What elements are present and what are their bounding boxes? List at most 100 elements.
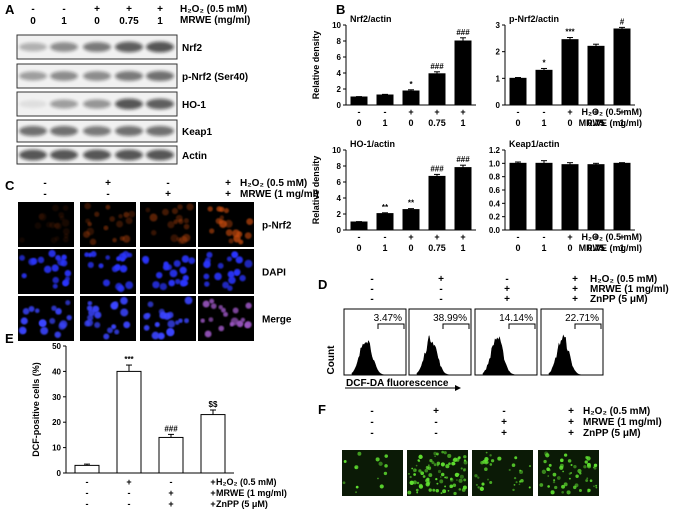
- c-h2o2-label: H₂O₂ (0.5 mM): [240, 178, 307, 189]
- cell-nucleus: [179, 236, 188, 244]
- dcf-speck: [593, 466, 597, 470]
- cell-nucleus: [168, 279, 176, 287]
- dcf-speck: [458, 488, 462, 491]
- dcf-speck: [575, 474, 579, 478]
- dcf-speck: [570, 464, 573, 467]
- dcf-speck: [442, 489, 447, 494]
- dcf-speck: [547, 485, 550, 488]
- cell-nucleus: [49, 221, 56, 229]
- cell-nucleus: [39, 320, 44, 326]
- e-znpp-label: ZnPP (5 μM): [216, 499, 268, 509]
- dcf-speck: [447, 489, 450, 492]
- y-tick-label: 6: [337, 53, 342, 62]
- dcf-speck: [451, 485, 454, 488]
- chart-title: p-Nrf2/actin: [509, 14, 559, 24]
- d-h2o2-sign: -: [370, 274, 373, 285]
- x-mrwe-dose: 1: [541, 118, 546, 128]
- blot-band: [146, 125, 174, 137]
- a-mrwe-label: MRWE (mg/ml): [180, 15, 250, 26]
- dcf-speck: [436, 482, 439, 485]
- e-sign: +: [126, 477, 131, 487]
- x-mrwe-label: MRWE (mg/ml): [579, 243, 642, 253]
- cell-nucleus: [235, 256, 243, 264]
- gate-marker: [442, 323, 470, 329]
- cell-nucleus: [50, 237, 58, 244]
- cell-nucleus: [143, 325, 150, 331]
- blot-band: [19, 42, 47, 52]
- cell-nucleus: [186, 203, 194, 211]
- dcf-speck: [441, 450, 444, 454]
- cell-nucleus: [117, 285, 125, 293]
- blot-band: [83, 42, 111, 52]
- e-sign: -: [170, 477, 173, 487]
- dcf-speck: [545, 453, 550, 458]
- dcf-speck: [539, 483, 544, 487]
- f-mrwe-sign: +: [568, 417, 574, 428]
- bar: [561, 39, 579, 106]
- dcf-speck: [592, 466, 595, 469]
- x-mrwe-dose: 1: [382, 243, 387, 253]
- x-mrwe-dose: 0.75: [587, 118, 605, 128]
- e-sign: +: [168, 488, 173, 498]
- dcf-speck: [440, 472, 445, 477]
- bar: [350, 96, 368, 106]
- dcf-image-tile: [472, 450, 533, 496]
- dcf-speck: [439, 476, 442, 478]
- fluorescence-image-grid: p-Nrf2 DAPI Merge: [18, 202, 292, 341]
- cell-nucleus: [149, 213, 158, 222]
- cell-nucleus: [49, 318, 56, 324]
- x-h2o2-sign: +: [460, 107, 465, 117]
- cell-nucleus: [227, 270, 235, 278]
- c-h2o2-sign: +: [225, 178, 231, 189]
- dcf-speck: [578, 488, 582, 492]
- x-mrwe-dose: 1: [619, 118, 624, 128]
- blot-band: [83, 71, 111, 81]
- cell-nucleus: [173, 219, 178, 225]
- dcf-speck: [586, 477, 589, 480]
- image-tile: [140, 249, 196, 294]
- dcf-speck: [519, 469, 521, 472]
- panel-f: ---+---+++++ H₂O₂ (0.5 mM) MRWE (1 mg/ml…: [342, 406, 662, 496]
- cell-nucleus: [173, 260, 181, 268]
- dcf-speck: [416, 481, 420, 485]
- x-mrwe-dose: 1: [619, 243, 624, 253]
- gate-percentage: 14.14%: [499, 313, 533, 324]
- cell-nucleus: [246, 218, 254, 226]
- bar: [350, 221, 368, 231]
- dcf-speck: [463, 455, 467, 459]
- dcf-speck: [437, 469, 442, 474]
- cell-nucleus: [151, 230, 157, 236]
- y-tick-label: 0.4: [489, 199, 501, 208]
- dcf-speck: [577, 468, 582, 474]
- bar-chart-4: 0.00.20.40.60.81.01.2Keap1/actin-0-1+0+0…: [489, 139, 642, 253]
- c-treatment-signs: --+--+++: [43, 178, 231, 200]
- dcf-speck: [552, 480, 556, 484]
- f-h2o2-sign: -: [370, 406, 373, 417]
- cell-nucleus: [218, 325, 225, 332]
- dcf-speck: [413, 473, 416, 476]
- f-h2o2-sign: +: [568, 406, 574, 417]
- cell-nucleus: [84, 202, 91, 210]
- cell-nucleus: [107, 327, 113, 334]
- gate-marker: [508, 323, 536, 329]
- cell-nucleus: [209, 228, 215, 234]
- cell-nucleus: [40, 326, 49, 335]
- dcf-speck: [417, 459, 420, 462]
- c-row-label: DAPI: [262, 268, 286, 279]
- dcf-speck: [447, 453, 452, 459]
- blot-band: [115, 125, 143, 137]
- dcf-speck: [435, 489, 439, 493]
- f-mrwe-sign: -: [370, 417, 373, 428]
- panel-c: --+--+++ H₂O₂ (0.5 mM) MRWE (1 mg/ml) p-…: [18, 178, 319, 341]
- dcf-speck: [383, 471, 388, 476]
- f-mrwe-label: MRWE (1 mg/ml): [583, 417, 662, 428]
- dcf-speck: [425, 465, 429, 470]
- cell-nucleus: [209, 298, 215, 304]
- cell-nucleus: [220, 307, 226, 313]
- panel-a: - - + + + 0 1 0 0.75 1 H₂O₂ (0.5 mM) MRWE (mg/ml…: [16, 4, 250, 165]
- cell-nucleus: [62, 280, 68, 287]
- dcf-speck: [460, 467, 463, 470]
- image-tile: [198, 202, 254, 247]
- dcf-speck: [528, 465, 531, 468]
